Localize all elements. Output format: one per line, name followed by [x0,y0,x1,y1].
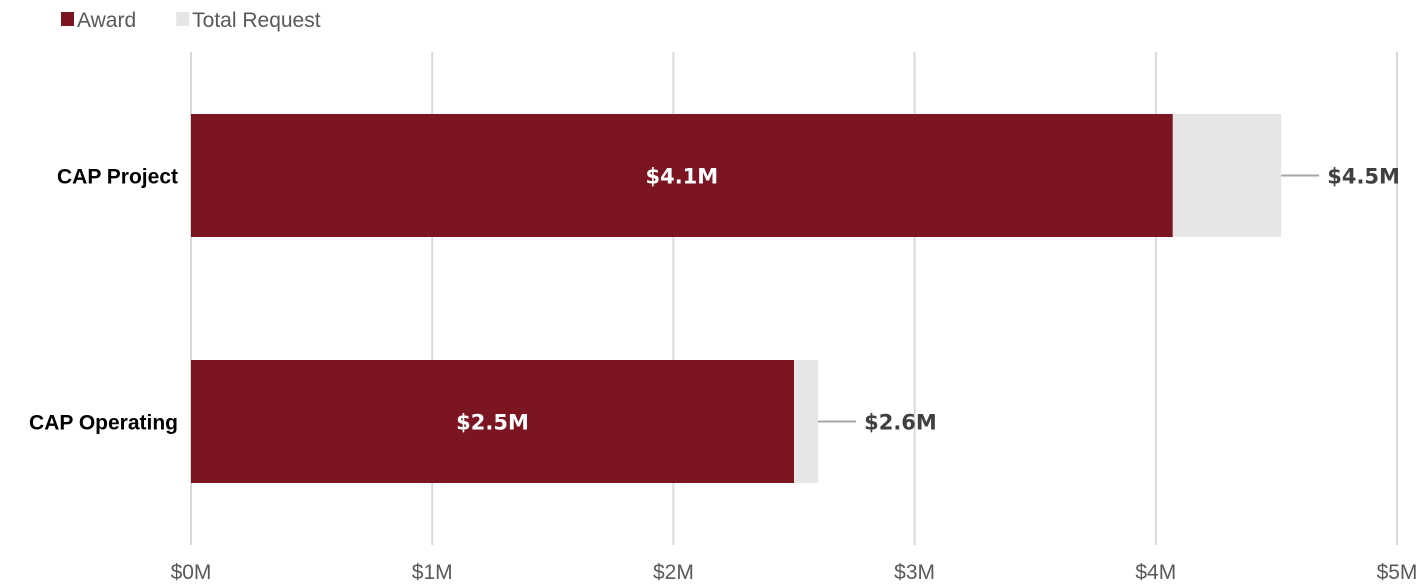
bars [191,114,1282,483]
bar-award [191,360,794,483]
x-tick-label: $1M [412,561,453,584]
x-tick-label: $3M [894,561,935,584]
x-tick-label: $2M [653,561,694,584]
category-label: CAP Project [57,166,178,189]
x-tick-label: $4M [1135,561,1176,584]
legend-swatch [61,12,74,26]
category-labels: CAP Project CAP Operating [29,166,178,435]
data-label-total-request: $2.6M [864,411,937,435]
legend: Award Total Request [61,9,321,32]
data-labels: $4.1M $4.5M $2.5M $2.6M [456,165,1400,435]
leader-lines [818,174,1320,423]
legend-swatch [176,12,190,26]
x-tick-label: $5M [1377,561,1418,584]
x-axis-ticks: $0M $1M $2M $3M $4M $5M [171,561,1418,584]
data-label-award: $4.1M [645,165,718,189]
x-tick-label: $0M [171,561,212,584]
data-label-total-request: $4.5M [1327,165,1400,189]
category-label: CAP Operating [29,412,178,435]
legend-label: Total Request [192,9,321,32]
legend-label: Award [77,9,136,32]
data-label-award: $2.5M [456,411,529,435]
bar-award [191,114,1173,237]
